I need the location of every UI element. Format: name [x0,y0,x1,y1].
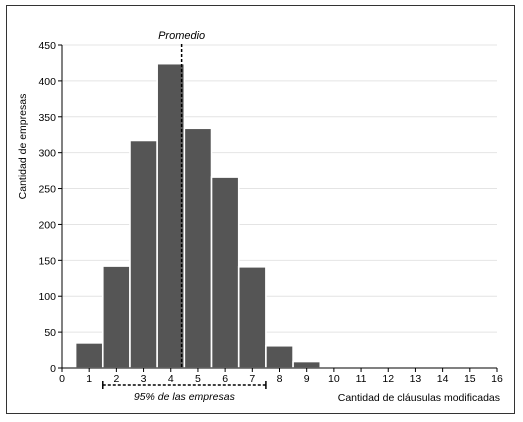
y-tick-label: 0 [50,363,56,375]
x-tick-label: 5 [195,373,201,385]
bar [74,342,104,369]
x-tick-label: 9 [304,373,310,385]
bar [101,265,131,369]
bar [292,360,322,369]
x-axis-label: Cantidad de cláusulas modificadas [338,392,500,404]
y-tick-label: 350 [38,112,56,124]
y-tick-label: 200 [38,219,56,231]
bar [183,127,213,369]
bar [210,176,240,369]
x-tick-label: 14 [437,373,449,385]
bars [74,62,349,369]
interval-bracket [102,381,267,389]
y-tick-label: 250 [38,184,56,196]
y-tick-label: 150 [38,255,56,267]
y-tick-label: 100 [38,291,56,303]
bar [265,344,294,369]
y-axis-label: Cantidad de empresas [17,94,29,200]
y-tick-label: 400 [38,76,56,88]
x-tick-label: 8 [277,373,283,385]
y-tick-labels: 0 50 100 150 200 250 300 350 400 450 [38,40,56,375]
x-tick-label: 16 [491,373,503,385]
y-tick-label: 50 [44,327,56,339]
y-tick-label: 300 [38,148,56,160]
x-tick-label: 11 [356,373,367,385]
x-tick-label: 6 [222,373,228,385]
x-tick-label: 0 [59,373,65,385]
x-tick-label: 3 [141,373,147,385]
bar [237,265,267,369]
y-tick-label: 450 [38,40,56,52]
bar [129,139,158,369]
x-tick-label: 2 [113,373,119,385]
x-tick-label: 1 [86,373,92,385]
chart-frame [6,5,515,414]
x-tick-label: 7 [249,373,255,385]
x-tick-label: 12 [382,373,394,385]
x-tick-label: 10 [328,373,340,385]
interval-label: 95% de las empresas [134,391,236,403]
x-tick-label: 13 [410,373,422,385]
axes [58,44,498,372]
bar [156,62,186,369]
x-tick-labels: 0 1 2 3 4 5 6 7 8 9 10 11 12 13 14 15 16 [59,373,503,385]
x-tick-label: 4 [168,373,174,385]
mean-label: Promedio [158,30,205,42]
x-tick-label: 15 [464,373,476,385]
